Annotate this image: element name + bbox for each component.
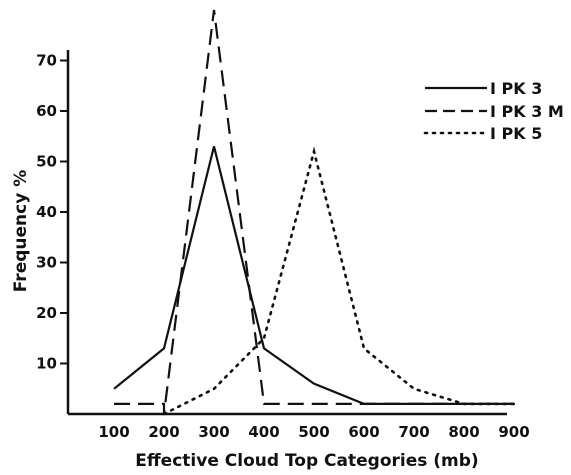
x-tick-label: 900 [498,423,529,441]
y-tick-label: 20 [36,304,57,322]
x-tick-label: 500 [298,423,329,441]
legend-label: I PK 5 [490,124,542,143]
series-group [113,9,516,416]
x-tick-label: 800 [448,423,479,441]
x-tick-label: 300 [198,423,229,441]
x-tick-label: 200 [148,423,179,441]
x-tick-label: 700 [398,423,429,441]
y-tick-label: 30 [36,254,57,272]
y-tick-label: 40 [36,203,57,221]
x-axis-title: Effective Cloud Top Categories (mb) [135,451,478,471]
series-line-dotted [162,146,516,416]
legend: I PK 3 I PK 3 M I PK 5 [423,79,564,143]
legend-label: I PK 3 M [490,102,564,121]
y-axis-ticks: 10 20 30 40 50 60 70 [36,52,68,373]
y-tick-label: 60 [36,102,57,120]
x-axis-ticks: 100 200 300 400 500 600 700 800 900 [98,423,529,441]
x-tick-label: 400 [248,423,279,441]
x-tick-label: 600 [348,423,379,441]
x-tick-label: 100 [98,423,129,441]
series-line-dashed [114,9,514,415]
y-tick-label: 50 [36,153,57,171]
y-tick-label: 70 [36,52,57,70]
y-axis-title: Frequency % [11,170,31,292]
series-line-solid [113,146,514,405]
legend-label: I PK 3 [490,79,542,98]
y-tick-label: 10 [36,355,57,373]
plot-area: 10 20 30 40 50 60 70 100 200 300 400 500 600 700 800 9… [36,9,530,441]
